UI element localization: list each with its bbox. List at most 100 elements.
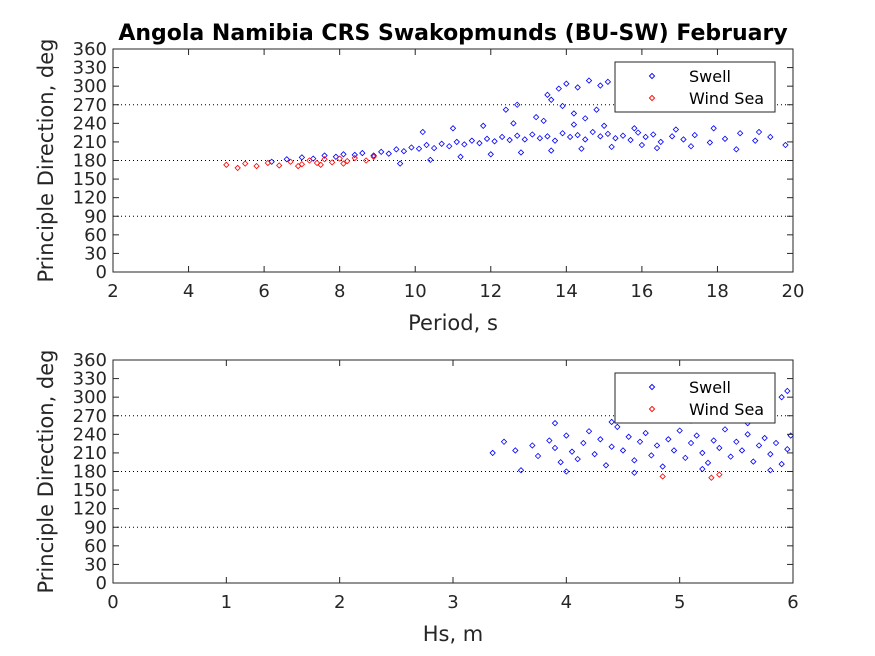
data-point — [306, 157, 313, 164]
y-tick-label: 180 — [73, 151, 107, 172]
data-point — [608, 443, 615, 450]
data-point — [563, 432, 570, 439]
data-point — [574, 455, 581, 463]
data-point — [585, 77, 593, 84]
data-point — [393, 146, 400, 153]
data-point — [604, 78, 612, 85]
data-point — [423, 141, 430, 149]
y-tick-label: 150 — [73, 480, 107, 501]
data-point — [359, 149, 366, 157]
data-point — [727, 453, 734, 460]
data-point — [370, 153, 377, 160]
legend: Swell Wind Sea — [614, 61, 776, 113]
y-tick-label: 60 — [84, 225, 107, 246]
data-point — [419, 128, 426, 136]
data-point — [680, 136, 687, 143]
x-axis-label: Hs, m — [423, 622, 484, 646]
data-point — [784, 387, 791, 395]
legend-entry: Swell — [689, 67, 731, 86]
data-point — [653, 144, 661, 152]
x-tick-label: 4 — [183, 281, 194, 302]
data-point — [283, 156, 290, 163]
y-tick-label: 270 — [73, 95, 107, 116]
data-point — [559, 130, 566, 137]
data-point — [687, 439, 695, 447]
data-point — [750, 458, 757, 465]
data-point — [672, 126, 680, 133]
data-point — [691, 131, 698, 139]
y-tick-label: 210 — [73, 132, 107, 153]
data-point — [710, 125, 717, 132]
data-point — [529, 442, 536, 449]
data-point — [602, 462, 610, 469]
data-point — [491, 138, 498, 145]
data-point — [638, 141, 646, 149]
data-point — [574, 131, 581, 139]
data-point — [657, 138, 664, 146]
y-tick-label: 210 — [73, 443, 107, 464]
legend-marker — [648, 405, 656, 413]
series-wind-sea — [659, 471, 723, 481]
data-point — [570, 121, 578, 128]
data-point — [506, 136, 513, 144]
data-point — [778, 460, 785, 468]
data-point — [676, 427, 683, 434]
data-point — [529, 131, 536, 138]
data-point — [767, 450, 774, 458]
data-point — [767, 133, 774, 141]
data-point — [659, 463, 666, 470]
data-point — [544, 133, 551, 140]
data-point — [578, 145, 585, 152]
data-point — [521, 136, 528, 143]
data-point — [489, 449, 496, 457]
data-point — [670, 447, 678, 454]
data-point — [461, 141, 468, 148]
y-tick-label: 240 — [73, 113, 107, 134]
data-point — [242, 160, 249, 167]
data-point — [784, 446, 791, 453]
data-point — [708, 474, 715, 481]
x-tick-label: 2 — [107, 281, 118, 302]
data-point — [264, 159, 272, 167]
data-point — [778, 394, 785, 401]
data-point — [502, 106, 510, 113]
data-point — [631, 469, 638, 476]
data-point — [298, 161, 306, 168]
series-swell — [268, 77, 789, 167]
legend-marker — [648, 72, 656, 80]
data-point — [321, 152, 328, 159]
x-tick-label: 2 — [334, 592, 345, 613]
x-tick-label: 3 — [447, 592, 458, 613]
y-axis-label: Principle Direction, deg — [34, 38, 58, 282]
data-point — [294, 162, 302, 170]
y-tick-label: 150 — [73, 169, 107, 190]
data-point — [699, 449, 706, 457]
data-point — [687, 143, 695, 150]
data-point — [536, 135, 544, 142]
data-point — [514, 101, 521, 108]
data-point — [693, 432, 700, 439]
data-point — [650, 131, 657, 138]
data-point — [619, 447, 627, 454]
data-point — [614, 423, 621, 431]
data-point — [544, 91, 551, 99]
data-point — [449, 125, 457, 132]
data-point — [772, 439, 780, 447]
data-point — [608, 418, 615, 426]
data-point — [755, 442, 763, 449]
data-point — [276, 162, 283, 169]
data-point — [328, 159, 336, 166]
data-point — [733, 438, 740, 445]
data-point — [483, 135, 491, 142]
data-point — [642, 133, 649, 141]
data-point — [721, 426, 729, 433]
x-tick-label: 14 — [555, 281, 578, 302]
data-point — [487, 151, 494, 158]
data-point — [557, 459, 564, 466]
data-point — [580, 439, 587, 447]
data-point — [608, 143, 615, 151]
data-point — [665, 436, 672, 443]
x-tick-label: 12 — [479, 281, 502, 302]
y-tick-label: 330 — [73, 369, 107, 390]
